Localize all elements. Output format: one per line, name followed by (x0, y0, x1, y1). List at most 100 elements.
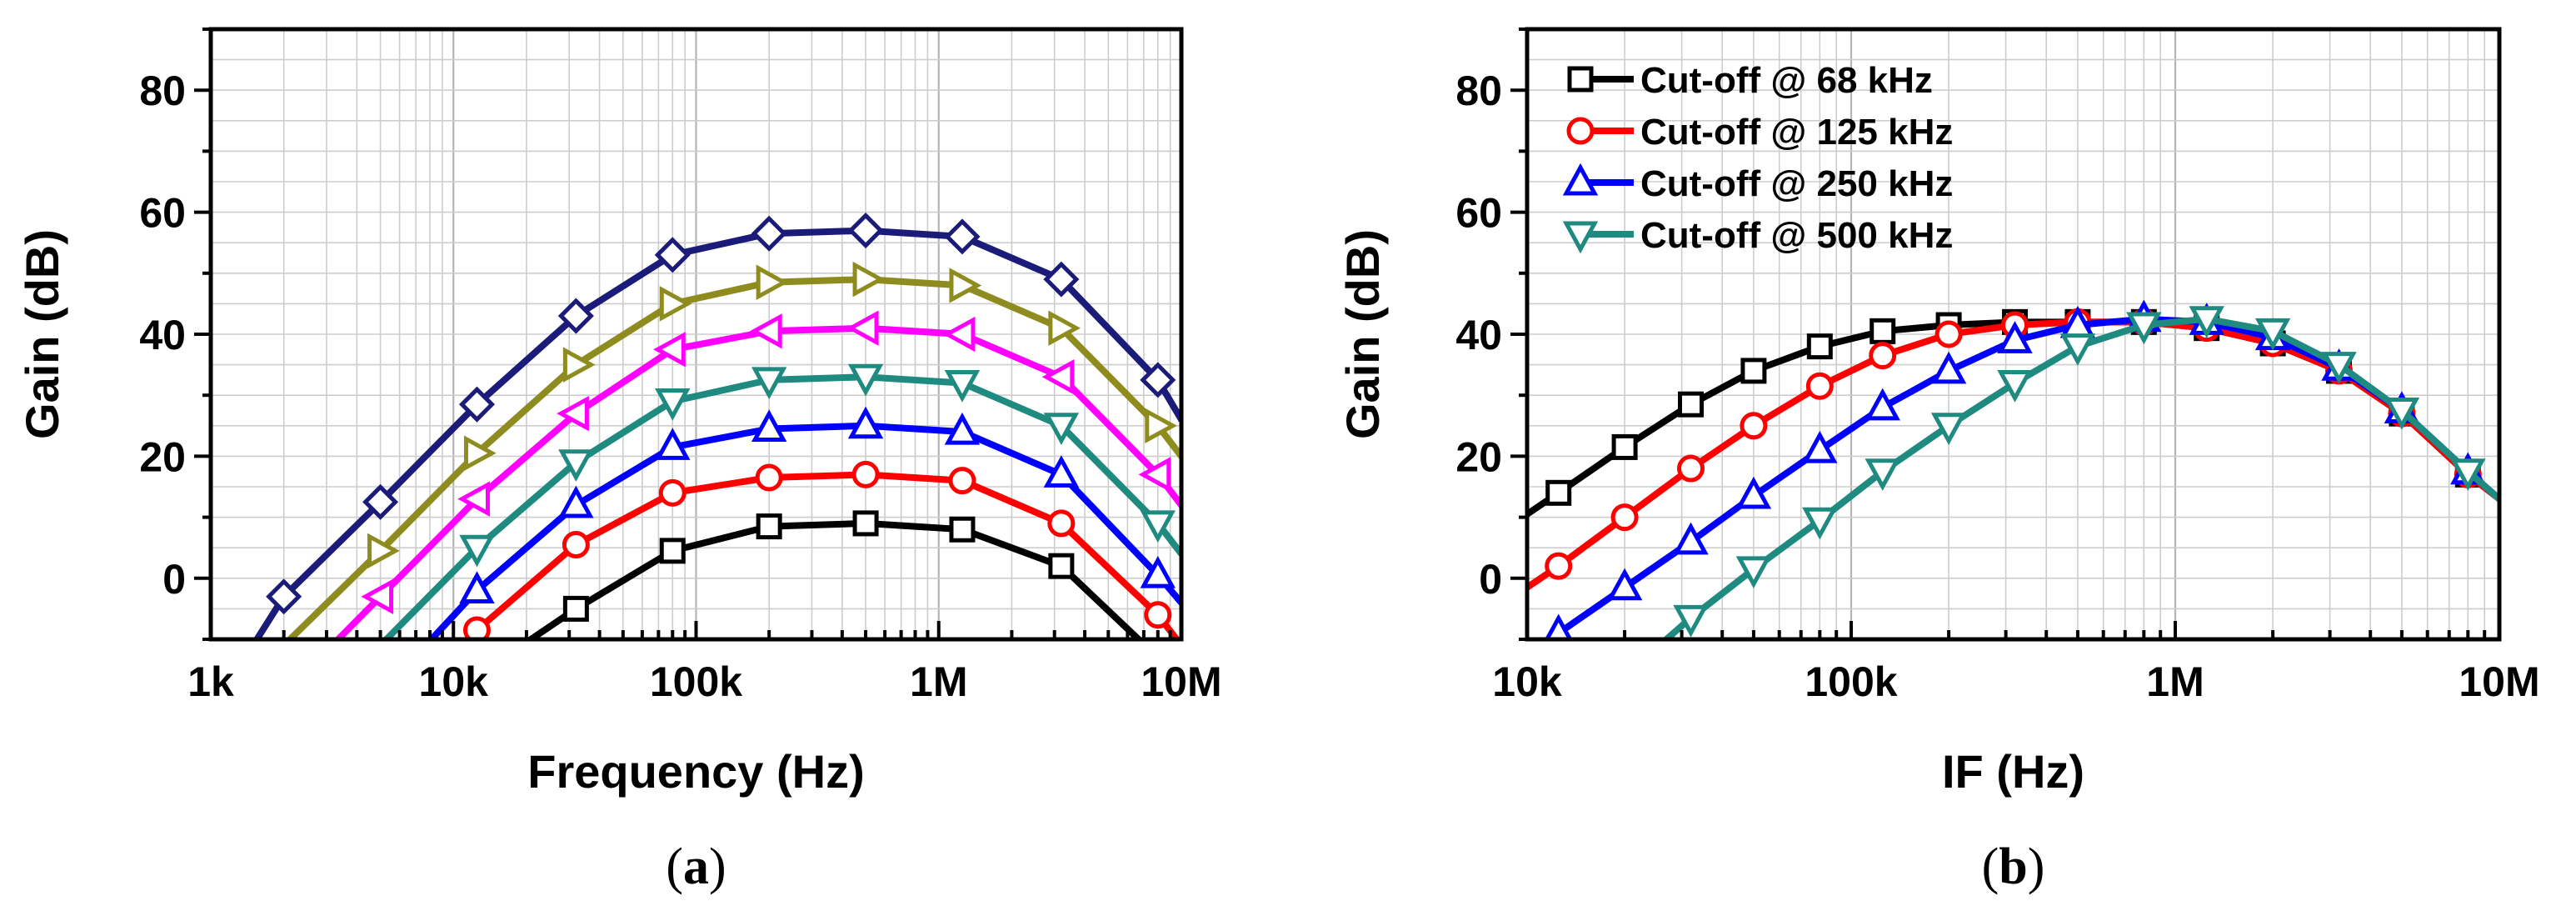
x-axis-label: IF (Hz) (1942, 745, 2084, 798)
data-point-triangle-right (562, 347, 596, 383)
panel-label-open: ( (1982, 838, 1999, 895)
data-point-triangle-down (2126, 312, 2162, 345)
data-point-square (852, 510, 879, 537)
data-point-triangle-down (655, 388, 691, 421)
x-tick-label: 10M (2459, 658, 2539, 705)
data-point-diamond (266, 578, 302, 615)
data-point-triangle-down (1140, 510, 1176, 543)
legend-label: Cut-off @ 250 kHz (1640, 163, 1953, 204)
data-point-triangle-right (659, 286, 692, 322)
data-point-triangle-up (1930, 351, 1967, 384)
data-point-triangle-up (1865, 388, 1900, 421)
data-point-triangle-down (2450, 458, 2486, 491)
y-tick-label: 60 (1455, 190, 1502, 237)
data-point-diamond (1043, 261, 1080, 298)
data-point-triangle-up (1140, 555, 1176, 588)
data-point-triangle-right (852, 261, 886, 298)
data-point-diamond (751, 215, 787, 252)
data-point-triangle-down (847, 363, 884, 397)
ticks (1510, 28, 2487, 641)
panel-label: (b) (1982, 838, 2045, 895)
data-point-triangle-right (1145, 408, 1177, 444)
data-point-circle (1545, 552, 1573, 580)
x-tick-label: 10k (1492, 658, 1562, 705)
data-point-square (1545, 479, 1572, 506)
data-point-triangle-up (459, 571, 495, 603)
data-point-diamond (458, 386, 496, 423)
data-point-square (659, 538, 686, 564)
data-point-triangle-down (459, 534, 495, 568)
data-point-triangle-down (2384, 398, 2420, 430)
data-point-triangle-down (2254, 318, 2291, 351)
data-point-triangle-right (756, 264, 789, 301)
data-point-square (1048, 553, 1075, 579)
x-tick-label: 1M (910, 658, 967, 705)
panel-label: (a) (666, 838, 726, 895)
legend: Cut-off @ 68 kHz Cut-off @ 125 kHz Cut-off… (1562, 60, 1953, 256)
data-point-triangle-up (558, 485, 594, 518)
legend-marker-triangle-down (1562, 221, 1599, 254)
x-tick-label: 100k (1805, 658, 1897, 705)
legend-marker-triangle-up (1562, 163, 1599, 196)
data-point-triangle-right (367, 533, 400, 569)
data-point-triangle-left (1041, 359, 1075, 395)
data-point-square (1678, 391, 1705, 418)
data-point-triangle-down (944, 370, 981, 403)
series-group (1527, 299, 2499, 639)
data-point-circle (658, 478, 686, 507)
x-axis-label: Frequency (Hz) (527, 745, 865, 798)
data-point-circle (755, 463, 783, 492)
grid (209, 28, 1181, 640)
data-point-triangle-down (1735, 556, 1772, 589)
data-point-triangle-left (749, 313, 782, 349)
panel-label-close: ) (2028, 838, 2045, 895)
data-point-circle (1047, 509, 1076, 538)
data-point-diamond (362, 483, 399, 520)
data-point-circle (1610, 503, 1639, 532)
data-point-circle (1677, 454, 1705, 483)
data-point-triangle-up (1606, 568, 1643, 601)
data-point-square (756, 513, 782, 540)
chart-panel-a: 1k 10k 100k 1M 10M 0 20 40 60 80 Frequency (Hz) Gai… (16, 27, 1222, 895)
ticks (194, 28, 1172, 641)
series-group (252, 213, 1181, 639)
data-point-triangle-right (1048, 310, 1081, 346)
y-tick-label: 60 (139, 190, 186, 237)
data-point-circle (462, 616, 491, 639)
data-point-triangle-up (751, 409, 787, 442)
x-tick-label: 1k (187, 658, 234, 705)
data-point-diamond (557, 298, 594, 334)
y-tick-label: 40 (139, 312, 186, 358)
data-point-circle (1934, 320, 1963, 348)
data-point-triangle-down (1865, 458, 1900, 491)
y-tick-label: 0 (162, 556, 186, 603)
panel-label-close: ) (709, 838, 726, 895)
data-point-triangle-down (1043, 413, 1080, 445)
series-line-6 (464, 471, 1181, 639)
data-point-circle (1805, 372, 1834, 400)
data-point-triangle-left (1138, 457, 1171, 493)
y-tick-label: 40 (1455, 312, 1502, 358)
data-point-square (1806, 333, 1833, 360)
series-line-1 (252, 227, 1181, 639)
data-point-diamond (654, 237, 691, 273)
data-point-triangle-down (2189, 306, 2224, 338)
panel-label-letter: b (1999, 838, 2027, 895)
data-point-triangle-down (558, 449, 594, 482)
y-tick-label: 20 (1455, 433, 1502, 480)
x-tick-label: 10k (419, 658, 489, 705)
data-point-square (1611, 433, 1638, 460)
data-point-triangle-left (361, 578, 394, 614)
data-point-circle (851, 460, 880, 488)
legend-label: Cut-off @ 68 kHz (1640, 60, 1933, 101)
data-point-square (949, 516, 976, 543)
data-point-triangle-down (1802, 507, 1838, 540)
data-point-triangle-left (653, 332, 686, 368)
data-point-triangle-up (1802, 430, 1838, 463)
data-point-triangle-down (1997, 370, 2033, 403)
chart-panel-b: 10k 100k 1M 10M 0 20 40 60 80 IF (Hz) Gain (dB) (b)… (1336, 27, 2540, 895)
series-line-2 (285, 276, 1181, 639)
legend-marker-circle (1566, 117, 1595, 145)
data-point-triangle-up (1544, 613, 1573, 639)
